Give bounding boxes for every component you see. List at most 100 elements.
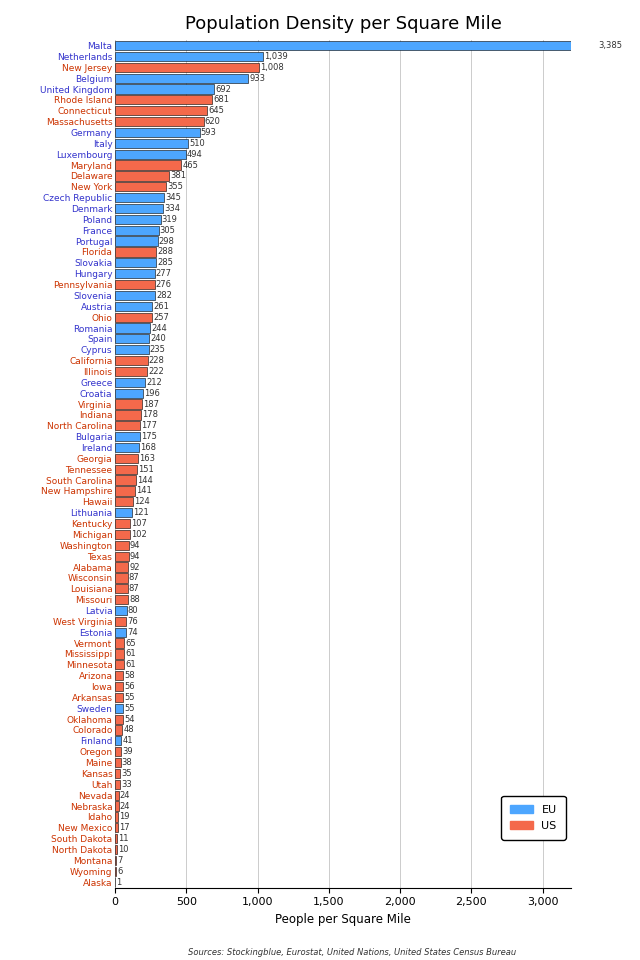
- Bar: [115, 150, 186, 158]
- Bar: [115, 291, 156, 300]
- Bar: [115, 780, 120, 789]
- Bar: [115, 638, 124, 648]
- Text: 65: 65: [125, 638, 136, 648]
- Bar: [115, 497, 133, 507]
- Text: 38: 38: [122, 758, 132, 767]
- Text: 87: 87: [129, 585, 140, 593]
- Bar: [115, 552, 129, 561]
- Text: 1,008: 1,008: [260, 62, 284, 72]
- Text: 212: 212: [147, 378, 163, 387]
- Text: 58: 58: [125, 671, 135, 681]
- Text: 6: 6: [117, 867, 123, 876]
- Text: 76: 76: [127, 617, 138, 626]
- Bar: [115, 855, 116, 865]
- Bar: [115, 84, 214, 94]
- Text: 196: 196: [144, 389, 160, 397]
- Text: 24: 24: [120, 802, 131, 810]
- Bar: [115, 215, 161, 224]
- Text: 94: 94: [130, 540, 140, 550]
- Text: 74: 74: [127, 628, 138, 636]
- Text: 102: 102: [131, 530, 147, 539]
- Bar: [115, 671, 124, 681]
- Bar: [115, 346, 148, 354]
- Bar: [115, 693, 123, 702]
- Text: 277: 277: [156, 269, 172, 278]
- Bar: [115, 704, 123, 713]
- Bar: [115, 573, 127, 583]
- Text: 257: 257: [153, 313, 169, 322]
- Text: 620: 620: [205, 117, 221, 126]
- Bar: [115, 616, 126, 626]
- Text: 228: 228: [149, 356, 164, 365]
- Text: 282: 282: [157, 291, 172, 300]
- Bar: [115, 367, 147, 376]
- Bar: [115, 530, 130, 540]
- Bar: [115, 519, 131, 528]
- Bar: [115, 107, 207, 115]
- Text: 235: 235: [150, 346, 166, 354]
- Text: 24: 24: [120, 791, 131, 800]
- Text: 510: 510: [189, 139, 205, 148]
- Text: 261: 261: [154, 301, 170, 311]
- Title: Population Density per Square Mile: Population Density per Square Mile: [185, 15, 502, 33]
- Text: 87: 87: [129, 573, 140, 583]
- Text: 107: 107: [132, 519, 147, 528]
- Text: 48: 48: [123, 726, 134, 734]
- Bar: [115, 226, 159, 235]
- Text: 933: 933: [249, 74, 265, 83]
- X-axis label: People per Square Mile: People per Square Mile: [275, 913, 411, 925]
- Bar: [115, 595, 128, 604]
- Bar: [115, 714, 123, 724]
- Bar: [115, 138, 188, 148]
- Bar: [115, 377, 145, 387]
- Bar: [115, 193, 164, 203]
- Bar: [115, 334, 149, 344]
- Text: 168: 168: [140, 443, 156, 452]
- Text: 319: 319: [162, 215, 178, 224]
- Bar: [115, 74, 248, 83]
- Bar: [115, 465, 137, 474]
- Text: 94: 94: [130, 552, 140, 561]
- Text: 61: 61: [125, 650, 136, 659]
- Text: 593: 593: [201, 128, 217, 137]
- Bar: [115, 802, 118, 810]
- Text: 187: 187: [143, 399, 159, 409]
- Text: 175: 175: [141, 432, 157, 442]
- Text: 276: 276: [156, 280, 172, 289]
- Bar: [115, 812, 118, 822]
- Text: 1,039: 1,039: [264, 52, 288, 60]
- Bar: [115, 421, 140, 430]
- Bar: [115, 726, 122, 734]
- Text: 55: 55: [124, 704, 134, 712]
- Bar: [115, 313, 152, 322]
- Bar: [115, 204, 163, 213]
- Bar: [115, 269, 155, 278]
- Bar: [115, 171, 170, 180]
- Text: 33: 33: [121, 780, 132, 789]
- Bar: [115, 790, 118, 800]
- Text: 19: 19: [119, 812, 129, 822]
- Text: 1: 1: [116, 877, 122, 887]
- Text: 141: 141: [136, 487, 152, 495]
- Bar: [115, 128, 200, 137]
- Text: 178: 178: [141, 411, 157, 420]
- Bar: [115, 454, 138, 463]
- Text: 240: 240: [150, 334, 166, 344]
- Text: 465: 465: [182, 160, 198, 170]
- Bar: [115, 747, 121, 756]
- Text: 88: 88: [129, 595, 140, 604]
- Bar: [115, 248, 156, 256]
- Text: 39: 39: [122, 747, 132, 756]
- Text: 177: 177: [141, 421, 157, 430]
- Bar: [115, 475, 136, 485]
- Text: 334: 334: [164, 204, 180, 213]
- Bar: [115, 410, 141, 420]
- Bar: [115, 236, 157, 246]
- Bar: [115, 301, 152, 311]
- Text: 3,385: 3,385: [598, 41, 623, 50]
- Bar: [115, 769, 120, 778]
- Text: 151: 151: [138, 465, 154, 473]
- Text: 11: 11: [118, 834, 129, 843]
- Bar: [115, 584, 127, 593]
- Bar: [115, 660, 124, 669]
